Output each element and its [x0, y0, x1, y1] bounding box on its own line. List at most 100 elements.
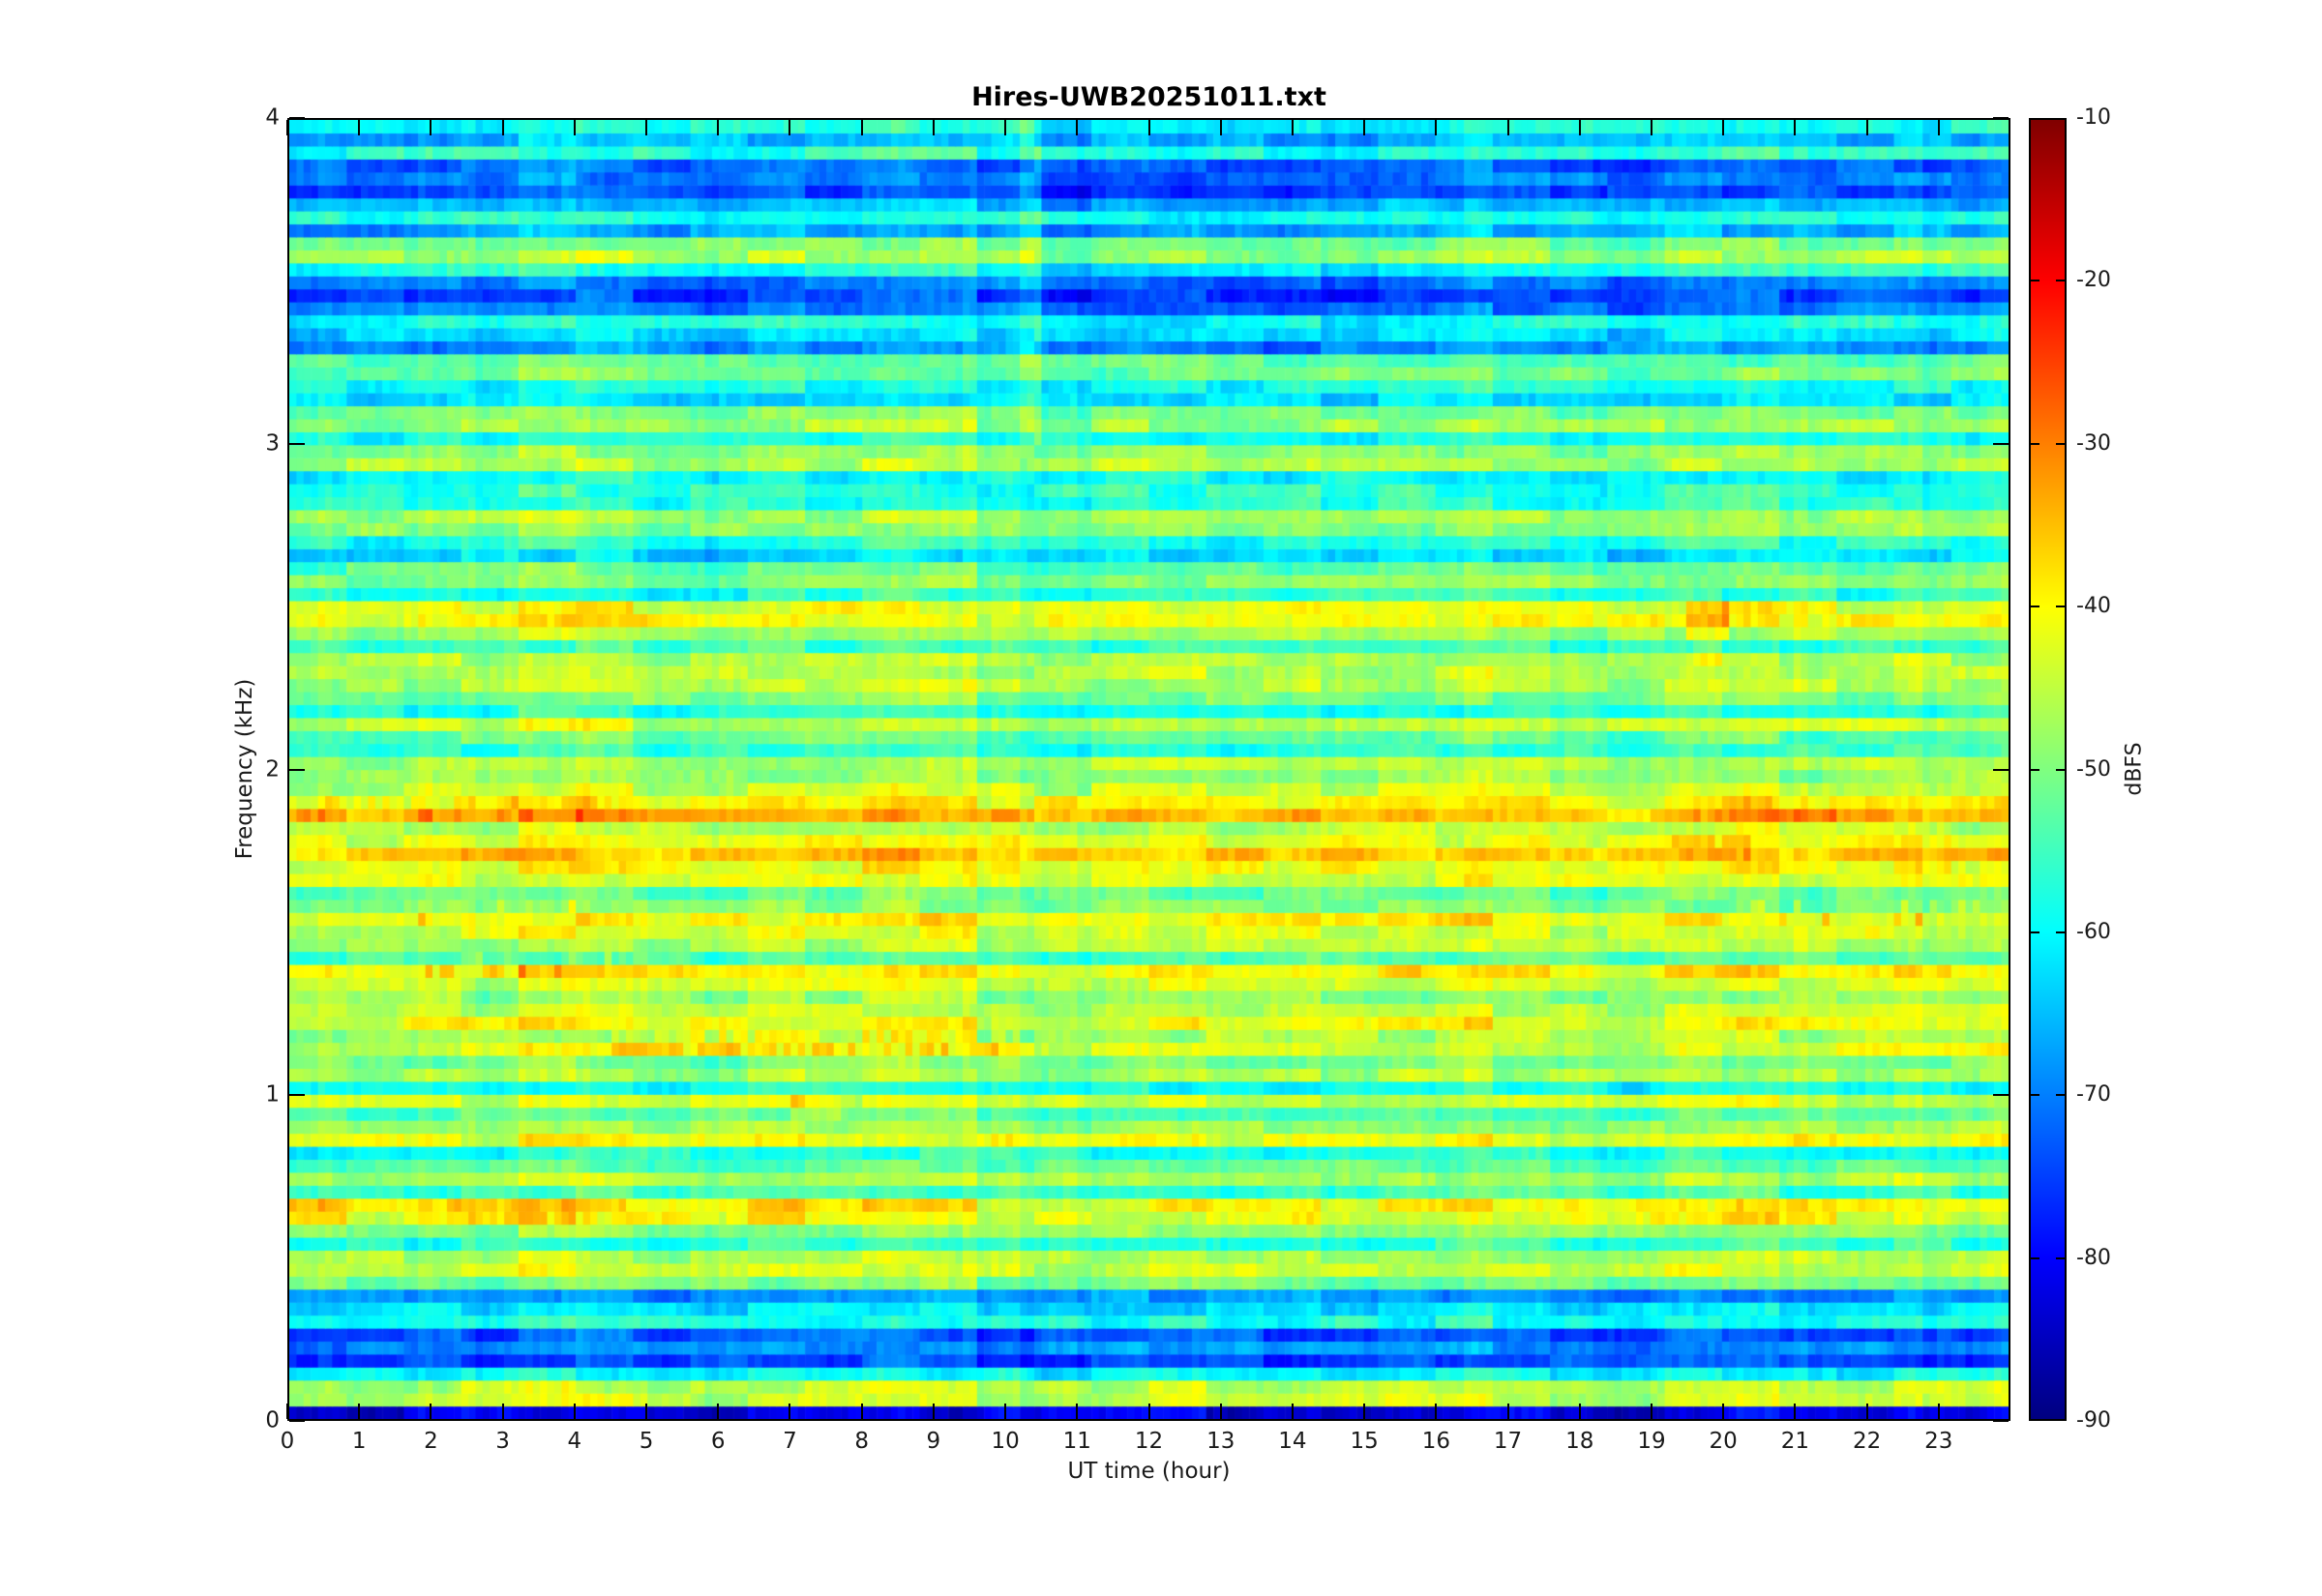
- x-tick-label: 13: [1206, 1429, 1235, 1454]
- y-tick-label: 4: [265, 104, 280, 131]
- x-tick: [1147, 120, 1150, 135]
- colorbar-tick: [2031, 768, 2039, 771]
- plot-title: Hires-UWB20251011.txt: [971, 82, 1326, 112]
- x-tick: [932, 120, 935, 135]
- x-tick: [1219, 1404, 1222, 1419]
- x-tick: [1363, 1404, 1366, 1419]
- spectrogram-canvas: [289, 120, 2009, 1419]
- y-tick: [1993, 117, 2009, 119]
- x-tick-label: 22: [1852, 1429, 1882, 1454]
- x-tick: [1219, 120, 1222, 135]
- colorbar-tick: [2056, 768, 2065, 771]
- y-tick: [289, 1420, 305, 1422]
- x-tick: [1291, 120, 1294, 135]
- x-tick: [1004, 1404, 1007, 1419]
- x-tick: [932, 1404, 935, 1419]
- x-axis-label: UT time (hour): [1067, 1459, 1231, 1484]
- x-tick: [1506, 1404, 1509, 1419]
- colorbar-tick: [2031, 1256, 2039, 1259]
- x-tick: [717, 120, 720, 135]
- x-tick: [1076, 120, 1079, 135]
- x-tick: [1937, 120, 1940, 135]
- x-tick: [717, 1404, 720, 1419]
- x-tick: [1865, 1404, 1868, 1419]
- x-tick-label: 15: [1350, 1429, 1379, 1454]
- x-tick: [860, 1404, 863, 1419]
- x-tick: [1794, 1404, 1797, 1419]
- y-tick-label: 0: [265, 1407, 280, 1433]
- x-tick: [1578, 120, 1581, 135]
- x-tick: [1722, 120, 1725, 135]
- x-tick-label: 21: [1780, 1429, 1810, 1454]
- y-axis-label: Frequency (kHz): [232, 678, 257, 860]
- x-tick: [1865, 120, 1868, 135]
- x-tick: [1147, 1404, 1150, 1419]
- colorbar-tick-label: -60: [2076, 919, 2111, 944]
- x-tick-label: 3: [495, 1429, 510, 1454]
- x-tick-label: 6: [710, 1429, 726, 1454]
- x-tick-label: 14: [1278, 1429, 1307, 1454]
- colorbar-tick: [2056, 1256, 2065, 1259]
- x-tick-label: 20: [1709, 1429, 1738, 1454]
- y-tick-label: 1: [265, 1081, 280, 1108]
- colorbar-tick: [2031, 1094, 2039, 1097]
- x-tick: [1650, 120, 1652, 135]
- colorbar-tick-label: -20: [2076, 268, 2111, 293]
- y-tick: [1993, 442, 2009, 445]
- x-tick-label: 8: [854, 1429, 869, 1454]
- colorbar-tick: [2031, 280, 2039, 282]
- x-tick: [1506, 120, 1509, 135]
- y-tick: [289, 117, 305, 119]
- x-tick: [1004, 120, 1007, 135]
- x-tick-label: 2: [424, 1429, 438, 1454]
- x-tick-label: 0: [280, 1429, 295, 1454]
- colorbar-tick-label: -40: [2076, 594, 2111, 619]
- colorbar-tick-label: -90: [2076, 1408, 2111, 1433]
- colorbar-tick-label: -50: [2076, 756, 2111, 782]
- x-tick: [286, 1404, 288, 1419]
- x-tick: [358, 1404, 361, 1419]
- colorbar-tick: [2031, 442, 2039, 445]
- x-tick: [1291, 1404, 1294, 1419]
- y-tick: [1993, 1420, 2009, 1422]
- y-tick: [1993, 1094, 2009, 1097]
- colorbar-tick: [2056, 931, 2065, 933]
- x-tick-label: 5: [639, 1429, 654, 1454]
- x-tick: [1363, 120, 1366, 135]
- x-tick-label: 16: [1421, 1429, 1450, 1454]
- x-tick: [645, 1404, 648, 1419]
- y-tick-label: 3: [265, 430, 280, 457]
- x-tick: [430, 120, 432, 135]
- y-tick: [289, 1094, 305, 1097]
- colorbar-tick-label: -70: [2076, 1082, 2111, 1108]
- colorbar-tick: [2056, 280, 2065, 282]
- colorbar-tick: [2031, 931, 2039, 933]
- x-tick: [1578, 1404, 1581, 1419]
- x-tick: [1937, 1404, 1940, 1419]
- x-tick: [1722, 1404, 1725, 1419]
- x-tick: [573, 1404, 576, 1419]
- x-tick: [1076, 1404, 1079, 1419]
- x-tick-label: 4: [567, 1429, 582, 1454]
- x-tick: [430, 1404, 432, 1419]
- colorbar-tick: [2056, 442, 2065, 445]
- x-tick-label: 10: [991, 1429, 1020, 1454]
- x-tick: [860, 120, 863, 135]
- colorbar-tick-label: -80: [2076, 1245, 2111, 1270]
- x-tick-label: 12: [1134, 1429, 1164, 1454]
- x-tick: [1794, 120, 1797, 135]
- x-tick: [286, 120, 288, 135]
- x-tick: [1435, 120, 1438, 135]
- x-tick-label: 11: [1062, 1429, 1091, 1454]
- colorbar-tick: [2056, 606, 2065, 608]
- x-tick: [501, 120, 504, 135]
- x-tick: [789, 1404, 791, 1419]
- x-tick-label: 17: [1493, 1429, 1523, 1454]
- colorbar-tick-label: -10: [2076, 105, 2111, 130]
- x-tick-label: 7: [783, 1429, 797, 1454]
- x-tick-label: 19: [1637, 1429, 1666, 1454]
- colorbar-tick: [2056, 1094, 2065, 1097]
- x-tick-label: 23: [1924, 1429, 1953, 1454]
- y-tick-label: 2: [265, 756, 280, 782]
